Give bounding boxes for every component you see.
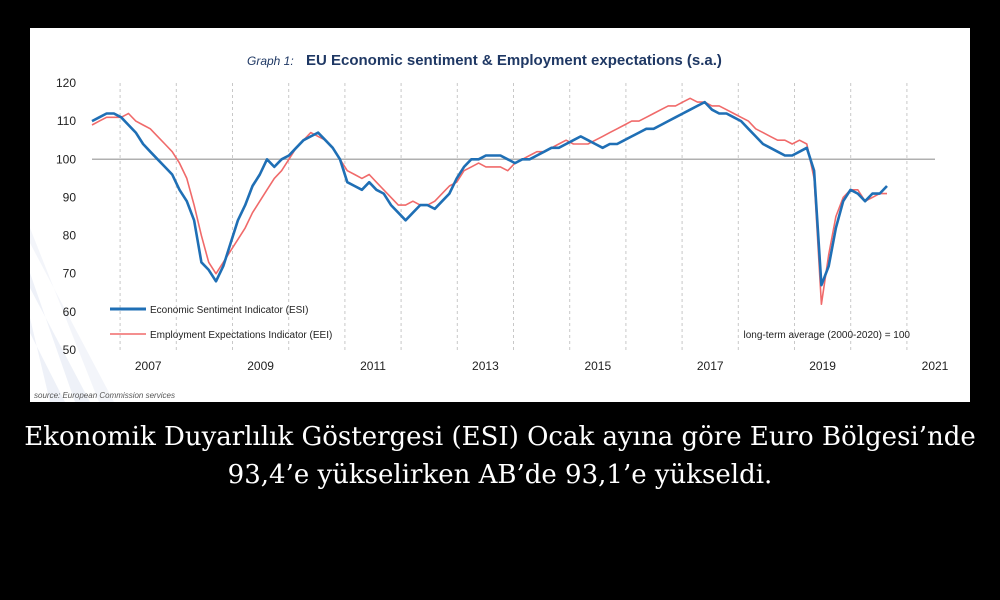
series-line-esi	[91, 100, 888, 287]
x-axis: 2007 2009 2011 2013 2015 2017 2019 2021	[119, 83, 949, 373]
y-tick-label: 110	[57, 114, 76, 128]
y-tick-label: 120	[56, 76, 76, 90]
caption-text: Ekonomik Duyarlılık Göstergesi (ESI) Oca…	[24, 422, 976, 490]
y-tick-label: 70	[63, 267, 77, 281]
background-stripes	[30, 228, 114, 402]
long-term-average-note: long-term average (2000-2020) = 100	[744, 330, 911, 341]
x-tick-label: 2015	[584, 359, 611, 373]
chart-title-prefix: Graph 1:	[247, 54, 294, 68]
y-tick-label: 60	[63, 305, 77, 319]
x-tick-label: 2007	[135, 359, 162, 373]
x-tick-label: 2017	[697, 359, 724, 373]
y-tick-label: 100	[56, 152, 76, 166]
legend: Economic Sentiment Indicator (ESI) Emplo…	[110, 305, 332, 341]
y-tick-label: 90	[63, 190, 77, 204]
y-tick-label: 80	[63, 229, 77, 243]
chart-panel: Graph 1: EU Economic sentiment & Employm…	[30, 28, 970, 402]
x-tick-label: 2013	[472, 359, 499, 373]
chart-title: EU Economic sentiment & Employment expec…	[306, 52, 722, 69]
x-tick-label: 2019	[809, 359, 836, 373]
y-axis: 120 110 100 90 80 70 60 50	[56, 76, 76, 357]
x-tick-label: 2011	[360, 359, 386, 373]
x-tick-label: 2009	[247, 359, 274, 373]
y-tick-label: 50	[63, 343, 77, 357]
line-chart: Graph 1: EU Economic sentiment & Employm…	[30, 52, 949, 402]
legend-label-eei: Employment Expectations Indicator (EEI)	[150, 330, 332, 341]
x-tick-label: 2021	[922, 359, 949, 373]
legend-label-esi: Economic Sentiment Indicator (ESI)	[150, 305, 308, 316]
source-note: source: European Commission services	[34, 391, 175, 400]
